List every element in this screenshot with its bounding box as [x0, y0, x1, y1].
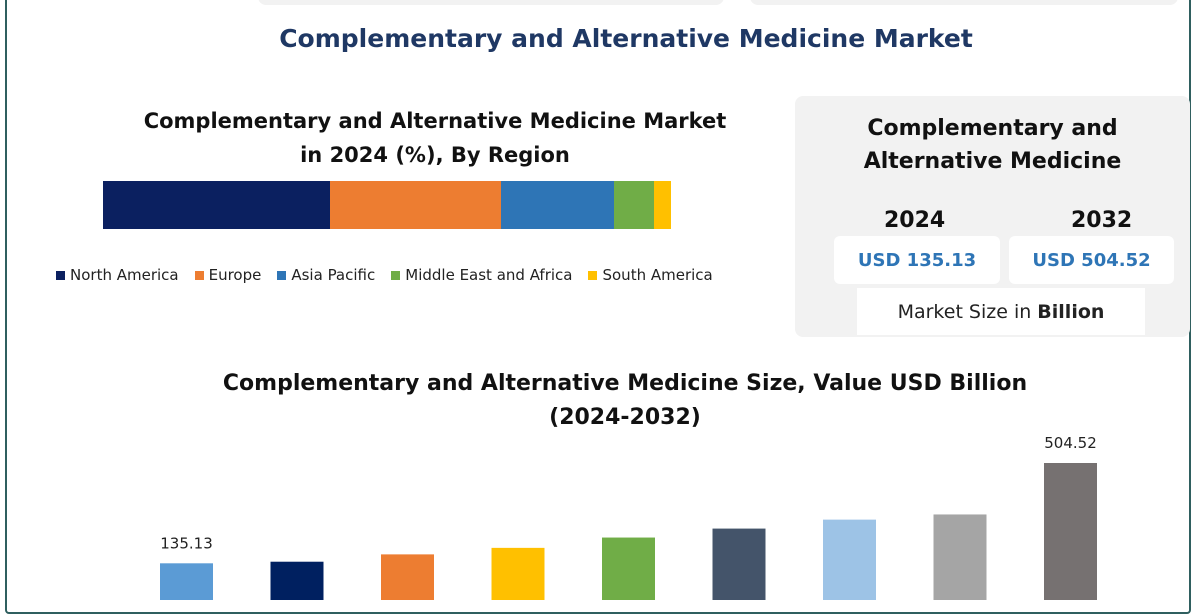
legend-swatch	[277, 270, 287, 280]
stacked-chart-title-line2: in 2024 (%), By Region	[300, 143, 570, 167]
summary-title-line1: Complementary and	[867, 116, 1118, 141]
year-end: 2032	[1071, 208, 1133, 233]
unit-strong: Billion	[1037, 300, 1105, 323]
stacked-chart-title: Complementary and Alternative Medicine M…	[110, 104, 760, 172]
data-label-2024: 135.13	[160, 534, 213, 552]
legend-swatch	[56, 270, 65, 280]
legend-swatch	[391, 270, 401, 280]
unit-prefix: Market Size in	[897, 300, 1032, 323]
stacked-region-bar	[103, 181, 671, 229]
top-stub-left	[258, 0, 724, 5]
legend-item: Asia Pacific	[277, 266, 375, 284]
page-title: Complementary and Alternative Medicine M…	[279, 24, 973, 53]
top-stub-right	[750, 0, 1178, 5]
bar-2030	[823, 519, 876, 600]
legend-swatch	[588, 270, 598, 280]
legend-item: Europe	[194, 266, 262, 284]
legend-label: North America	[70, 266, 179, 284]
legend-label: Asia Pacific	[291, 266, 376, 284]
legend-item: North America	[56, 266, 179, 284]
value-end: USD 504.52	[1032, 249, 1151, 271]
bar-chart-title: Complementary and Alternative Medicine S…	[160, 367, 1090, 435]
unit-box: Market Size in Billion	[857, 288, 1145, 335]
stacked-segment-middle-east-and-africa	[614, 181, 654, 229]
bar-2027	[491, 547, 545, 600]
summary-title-line2: Alternative Medicine	[863, 149, 1122, 174]
bar-chart: 135.13 504.52	[160, 434, 1097, 600]
summary-title: Complementary and Alternative Medicine	[795, 112, 1190, 178]
legend-item: Middle East and Africa	[391, 266, 572, 284]
bar-2026	[381, 554, 434, 600]
summary-panel: Complementary and Alternative Medicine 2…	[795, 96, 1190, 337]
stacked-segment-europe	[330, 181, 501, 229]
legend-item: South America	[588, 266, 713, 284]
bar-chart-title-line1: Complementary and Alternative Medicine S…	[222, 371, 1028, 396]
bar-2025	[270, 561, 324, 600]
stacked-chart-title-line1: Complementary and Alternative Medicine M…	[143, 109, 727, 133]
value-start-box: USD 135.13	[834, 236, 1000, 284]
legend-label: Europe	[208, 266, 262, 284]
bar-2028	[602, 537, 655, 600]
value-start: USD 135.13	[857, 249, 977, 271]
bar-2032	[1044, 463, 1097, 600]
stacked-segment-north-america	[103, 181, 331, 229]
bar-2024	[160, 563, 213, 600]
region-legend: North America Europe Asia Pacific Middle Ea…	[56, 266, 713, 284]
value-end-box: USD 504.52	[1009, 236, 1174, 284]
legend-label: South America	[602, 266, 713, 284]
data-label-2032: 504.52	[1044, 434, 1097, 452]
legend-label: Middle East and Africa	[405, 266, 573, 284]
stacked-segment-south-america	[653, 181, 671, 229]
bar-2031	[933, 514, 987, 600]
legend-swatch	[194, 270, 204, 280]
bar-chart-title-line2: (2024-2032)	[549, 405, 701, 430]
stacked-segment-asia-pacific	[500, 181, 615, 229]
bar-2029	[712, 528, 766, 600]
year-start: 2024	[884, 208, 946, 233]
